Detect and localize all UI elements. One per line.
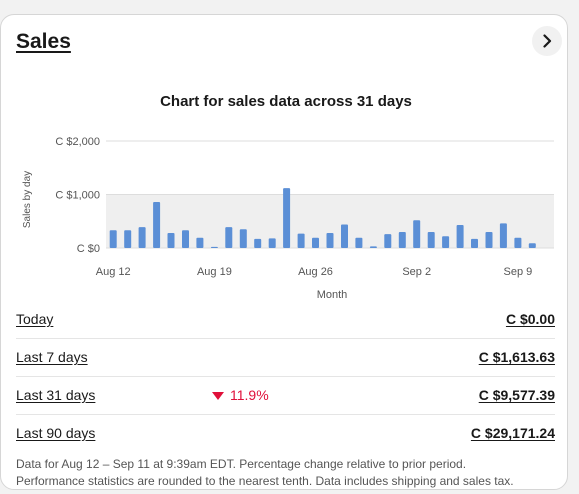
footnote-line-1: Data for Aug 12 – Sep 11 at 9:39am EDT. … (16, 457, 467, 471)
chart-bar[interactable] (384, 234, 392, 248)
summary-row-last-7-days: Last 7 days C $1,613.63 (16, 339, 555, 377)
chart-bar[interactable] (341, 224, 348, 249)
chart-bar[interactable] (283, 188, 291, 248)
chevron-right-button[interactable] (532, 26, 562, 56)
x-axis-label: Month (317, 289, 348, 300)
footnote-line-2: Performance statistics are rounded to th… (16, 474, 514, 488)
last-7-days-link[interactable]: Last 7 days (16, 349, 88, 365)
y-tick-label: C $2,000 (55, 136, 100, 148)
summary-row-last-90-days: Last 90 days C $29,171.24 (16, 415, 555, 452)
sales-bar-chart: C $0 C $1,000 C $2,000 Aug 12 Aug 19 Aug 26 S… (22, 136, 554, 300)
chart-title: Chart for sales data across 31 days (160, 93, 412, 110)
chart-bar[interactable] (225, 227, 233, 248)
chart-bar[interactable] (326, 233, 334, 248)
chart-bar[interactable] (124, 230, 132, 248)
x-tick-label: Sep 9 (504, 266, 533, 278)
chart-bar[interactable] (427, 232, 435, 248)
chart-bar[interactable] (312, 237, 319, 248)
y-tick-label: C $0 (77, 243, 100, 255)
chart-bar[interactable] (167, 233, 175, 248)
sales-card: Sales Chart for sales data across 31 day… (0, 14, 568, 490)
triangle-down-icon (212, 391, 224, 400)
chart-bar[interactable] (138, 227, 146, 248)
last-90-days-link[interactable]: Last 90 days (16, 425, 96, 441)
sales-title-link[interactable]: Sales (16, 30, 71, 53)
x-tick-label: Aug 19 (197, 266, 232, 278)
chart-bar[interactable] (499, 223, 507, 248)
chart-bar[interactable] (369, 246, 377, 248)
x-tick-label: Aug 12 (96, 266, 131, 278)
last-31-days-link[interactable]: Last 31 days (16, 387, 96, 403)
y-axis-label: Sales by day (22, 171, 33, 228)
chart-bar[interactable] (442, 236, 450, 248)
chart-bar[interactable] (297, 233, 305, 248)
summary-row-today: Today C $0.00 (16, 301, 555, 339)
today-value-link[interactable]: C $0.00 (505, 311, 555, 327)
chart-bar[interactable] (239, 229, 247, 248)
x-tick-label: Aug 26 (298, 266, 333, 278)
chevron-right-icon (543, 34, 552, 48)
chart-bar[interactable] (456, 225, 464, 248)
percent-change-value: 11.9% (230, 387, 269, 403)
chart-bar[interactable] (514, 237, 522, 248)
chart-bar[interactable] (109, 230, 117, 248)
percent-change: 11.9% (212, 387, 269, 403)
chart-bar[interactable] (254, 238, 262, 248)
chart-bar[interactable] (355, 237, 363, 248)
chart-bar[interactable] (196, 237, 204, 248)
x-tick-label: Sep 2 (402, 266, 431, 278)
chart-bar[interactable] (398, 232, 406, 248)
chart-bar[interactable] (485, 232, 493, 248)
last-7-days-value-link[interactable]: C $1,613.63 (478, 349, 555, 365)
chart-bar[interactable] (210, 246, 218, 248)
chart-bar[interactable] (528, 243, 536, 248)
chart-bar[interactable] (413, 220, 421, 248)
today-link[interactable]: Today (16, 311, 54, 327)
last-31-days-value-link[interactable]: C $9,577.39 (478, 387, 555, 403)
chart-bar[interactable] (182, 230, 189, 248)
chart-bar[interactable] (471, 238, 478, 248)
chart-bar[interactable] (153, 202, 161, 248)
chart-bar[interactable] (268, 238, 276, 248)
summary-row-last-31-days: Last 31 days 11.9% C $9,577.39 (16, 377, 555, 415)
sales-summary-list: Today C $0.00 Last 7 days C $1,613.63 La… (16, 301, 555, 452)
footnote: Data for Aug 12 – Sep 11 at 9:39am EDT. … (16, 456, 561, 490)
last-90-days-value-link[interactable]: C $29,171.24 (470, 425, 555, 441)
y-tick-label: C $1,000 (55, 190, 100, 202)
